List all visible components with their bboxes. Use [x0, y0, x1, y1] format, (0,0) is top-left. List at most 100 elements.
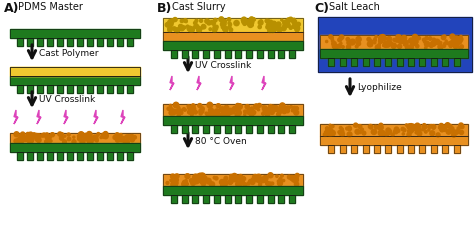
- Circle shape: [250, 180, 255, 184]
- Circle shape: [185, 174, 190, 178]
- Circle shape: [339, 35, 344, 40]
- Circle shape: [209, 108, 213, 112]
- Circle shape: [439, 124, 443, 128]
- Circle shape: [254, 104, 259, 109]
- Bar: [225, 50, 231, 58]
- Circle shape: [14, 139, 18, 142]
- Circle shape: [255, 175, 259, 179]
- Bar: [320, 136, 468, 145]
- Circle shape: [168, 20, 173, 25]
- Circle shape: [174, 110, 177, 112]
- Circle shape: [195, 19, 198, 22]
- Circle shape: [169, 107, 172, 110]
- Circle shape: [403, 128, 406, 132]
- Bar: [117, 38, 123, 46]
- Bar: [203, 195, 209, 203]
- Bar: [10, 29, 140, 38]
- Circle shape: [168, 28, 170, 30]
- Bar: [351, 145, 357, 153]
- Circle shape: [415, 123, 420, 128]
- Circle shape: [50, 133, 55, 137]
- Circle shape: [242, 20, 246, 24]
- Bar: [192, 195, 198, 203]
- Circle shape: [228, 23, 232, 26]
- Circle shape: [201, 173, 205, 178]
- Bar: [268, 125, 273, 133]
- Bar: [278, 125, 284, 133]
- Circle shape: [243, 183, 247, 187]
- Circle shape: [232, 174, 237, 179]
- Circle shape: [236, 182, 241, 186]
- Circle shape: [378, 125, 383, 130]
- Polygon shape: [14, 110, 18, 124]
- Circle shape: [187, 26, 192, 31]
- Bar: [268, 125, 273, 133]
- Text: Cast Polymer: Cast Polymer: [39, 48, 99, 58]
- Circle shape: [443, 35, 446, 37]
- Circle shape: [179, 25, 184, 31]
- Circle shape: [36, 138, 41, 142]
- Circle shape: [189, 107, 192, 111]
- Circle shape: [175, 109, 181, 114]
- Circle shape: [213, 176, 216, 179]
- Circle shape: [407, 124, 412, 129]
- Circle shape: [394, 127, 399, 131]
- Circle shape: [430, 41, 436, 46]
- Circle shape: [339, 130, 344, 135]
- Circle shape: [325, 132, 328, 136]
- Bar: [318, 17, 472, 72]
- Circle shape: [229, 174, 233, 178]
- Circle shape: [430, 131, 435, 136]
- Circle shape: [248, 22, 252, 26]
- Bar: [419, 145, 426, 153]
- Circle shape: [247, 108, 252, 114]
- Circle shape: [213, 28, 217, 32]
- Bar: [57, 152, 63, 160]
- Circle shape: [279, 178, 282, 181]
- Bar: [268, 50, 273, 58]
- Circle shape: [283, 24, 286, 27]
- Circle shape: [386, 129, 392, 134]
- Circle shape: [331, 40, 334, 42]
- Bar: [87, 38, 93, 46]
- Circle shape: [281, 106, 285, 110]
- Circle shape: [440, 127, 444, 131]
- Bar: [340, 58, 346, 66]
- Bar: [17, 38, 23, 46]
- Circle shape: [378, 44, 380, 46]
- Circle shape: [374, 42, 376, 44]
- Circle shape: [281, 19, 283, 21]
- Circle shape: [402, 36, 406, 40]
- Circle shape: [28, 132, 33, 136]
- Bar: [10, 76, 140, 85]
- Circle shape: [19, 134, 24, 138]
- Circle shape: [273, 27, 275, 29]
- Bar: [163, 18, 303, 32]
- Circle shape: [46, 134, 51, 140]
- Circle shape: [375, 36, 377, 38]
- Circle shape: [238, 176, 241, 180]
- Bar: [268, 50, 273, 58]
- Circle shape: [329, 35, 332, 38]
- Circle shape: [412, 126, 416, 130]
- Circle shape: [244, 110, 246, 113]
- Bar: [385, 58, 392, 66]
- Circle shape: [429, 44, 433, 48]
- Bar: [47, 152, 53, 160]
- Circle shape: [100, 136, 102, 138]
- Circle shape: [220, 22, 226, 27]
- Circle shape: [215, 25, 218, 28]
- Bar: [442, 58, 448, 66]
- Circle shape: [67, 137, 71, 141]
- Circle shape: [282, 110, 286, 114]
- Circle shape: [250, 20, 254, 24]
- Bar: [97, 152, 103, 160]
- Bar: [27, 85, 33, 93]
- Bar: [225, 195, 231, 203]
- Circle shape: [233, 112, 235, 114]
- Circle shape: [340, 42, 342, 44]
- Circle shape: [330, 36, 333, 40]
- Bar: [67, 152, 73, 160]
- Circle shape: [405, 124, 408, 126]
- Circle shape: [380, 34, 385, 40]
